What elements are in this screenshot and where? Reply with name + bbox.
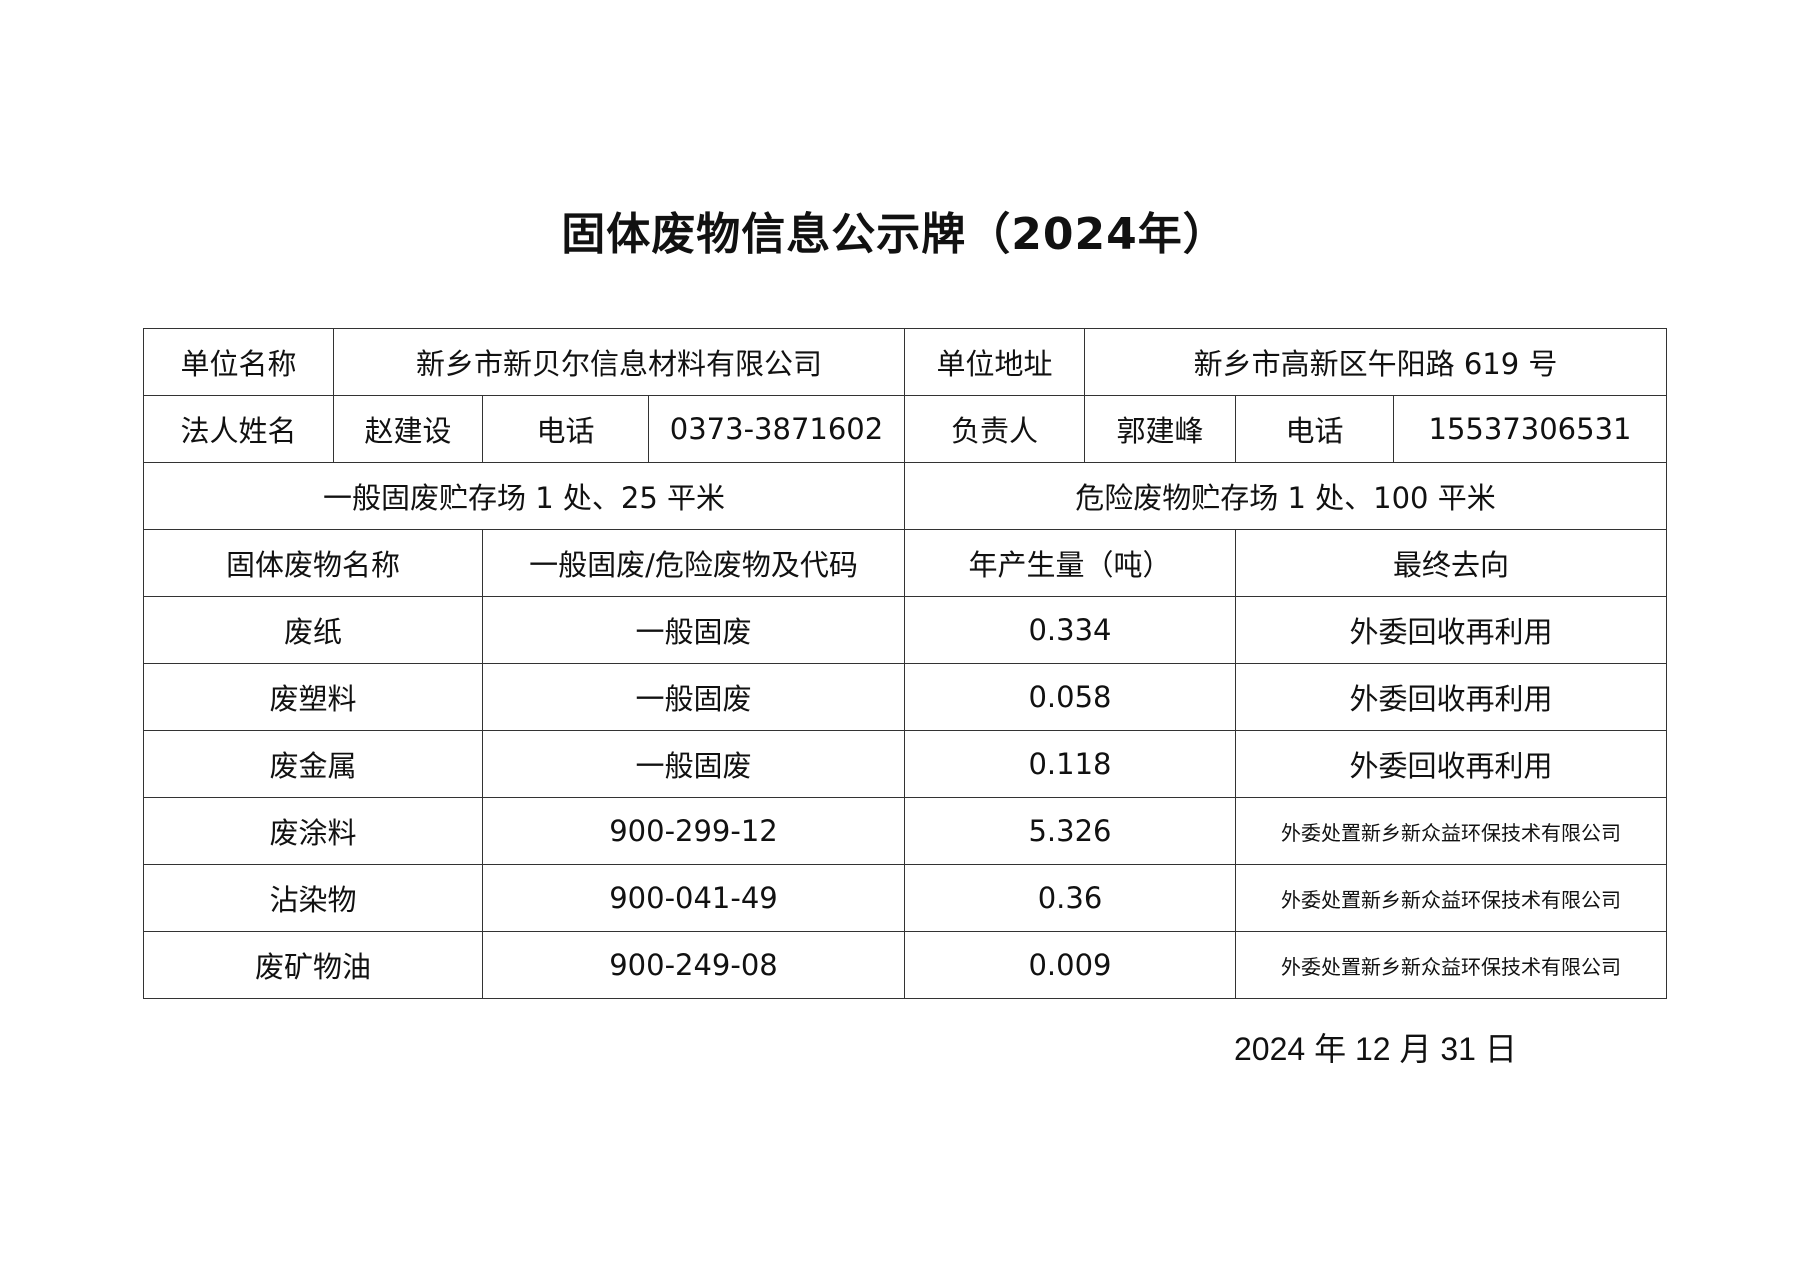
waste-name: 废塑料	[143, 663, 483, 731]
waste-amount: 0.009	[904, 931, 1236, 999]
manager-name: 郭建峰	[1084, 395, 1236, 463]
waste-code: 900-299-12	[482, 797, 905, 865]
phone-label: 电话	[1235, 395, 1394, 463]
waste-name: 废金属	[143, 730, 483, 798]
table-row: 废矿物油 900-249-08 0.009 外委处置新乡新众益环保技术有限公司	[143, 931, 1668, 999]
waste-amount: 0.36	[904, 864, 1236, 932]
waste-destination: 外委回收再利用	[1234, 730, 1668, 798]
table-row: 废纸 一般固废 0.334 外委回收再利用	[143, 596, 1668, 664]
waste-name: 废涂料	[143, 797, 483, 865]
waste-code: 一般固废	[482, 663, 905, 731]
waste-destination: 外委处置新乡新众益环保技术有限公司	[1234, 797, 1668, 865]
waste-amount: 5.326	[904, 797, 1236, 865]
legal-name: 赵建设	[333, 395, 483, 463]
column-header: 年产生量（吨）	[904, 529, 1236, 597]
page-title: 固体废物信息公示牌（2024年）	[561, 209, 1228, 260]
legal-label: 法人姓名	[143, 395, 334, 463]
hazardous-storage: 危险废物贮存场 1 处、100 平米	[903, 462, 1668, 530]
waste-name: 沾染物	[143, 864, 483, 932]
table-row: 法人姓名 赵建设 电话 0373-3871602 负责人 郭建峰 电话 1553…	[143, 395, 1668, 463]
unit-name-label: 单位名称	[143, 328, 334, 396]
column-header: 最终去向	[1234, 529, 1668, 597]
table-row: 沾染物 900-041-49 0.36 外委处置新乡新众益环保技术有限公司	[143, 864, 1668, 932]
address: 新乡市高新区午阳路 619 号	[1083, 328, 1668, 396]
waste-code: 900-249-08	[482, 931, 905, 999]
waste-name: 废纸	[143, 596, 483, 664]
table-row: 单位名称 新乡市新贝尔信息材料有限公司 单位地址 新乡市高新区午阳路 619 号	[143, 328, 1668, 396]
waste-amount: 0.118	[904, 730, 1236, 798]
waste-info-table: 单位名称 新乡市新贝尔信息材料有限公司 单位地址 新乡市高新区午阳路 619 号…	[143, 328, 1668, 999]
column-header: 固体废物名称	[143, 529, 483, 597]
table-row: 废塑料 一般固废 0.058 外委回收再利用	[143, 663, 1668, 731]
table-row: 一般固废贮存场 1 处、25 平米 危险废物贮存场 1 处、100 平米	[143, 462, 1668, 530]
waste-destination: 外委回收再利用	[1234, 663, 1668, 731]
column-header: 一般固废/危险废物及代码	[482, 529, 905, 597]
legal-phone: 0373-3871602	[648, 395, 905, 463]
address-label: 单位地址	[904, 328, 1085, 396]
unit-name: 新乡市新贝尔信息材料有限公司	[333, 328, 905, 396]
waste-code: 一般固废	[482, 596, 905, 664]
waste-destination: 外委处置新乡新众益环保技术有限公司	[1234, 864, 1668, 932]
waste-destination: 外委处置新乡新众益环保技术有限公司	[1234, 931, 1668, 999]
phone-label: 电话	[482, 395, 649, 463]
waste-name: 废矿物油	[143, 931, 483, 999]
table-row: 废金属 一般固废 0.118 外委回收再利用	[143, 730, 1668, 798]
general-storage: 一般固废贮存场 1 处、25 平米	[143, 462, 905, 530]
waste-code: 900-041-49	[482, 864, 905, 932]
waste-amount: 0.058	[904, 663, 1236, 731]
manager-phone: 15537306531	[1392, 395, 1668, 463]
manager-label: 负责人	[904, 395, 1085, 463]
waste-code: 一般固废	[482, 730, 905, 798]
table-row: 废涂料 900-299-12 5.326 外委处置新乡新众益环保技术有限公司	[143, 797, 1668, 865]
waste-destination: 外委回收再利用	[1234, 596, 1668, 664]
date: 2024 年 12 月 31 日	[1234, 1031, 1517, 1067]
waste-amount: 0.334	[904, 596, 1236, 664]
header-row: 固体废物名称 一般固废/危险废物及代码 年产生量（吨） 最终去向	[143, 529, 1668, 597]
